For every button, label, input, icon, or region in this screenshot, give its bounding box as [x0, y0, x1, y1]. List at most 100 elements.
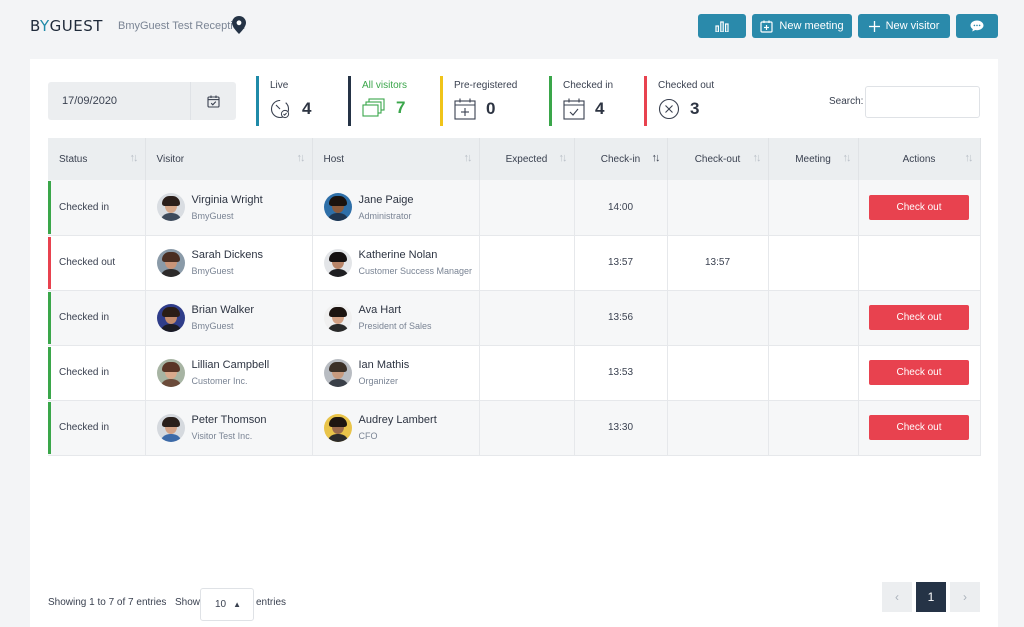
host-name: Audrey Lambert [358, 414, 437, 426]
status-indicator [48, 401, 51, 454]
date-picker[interactable]: 17/09/2020 [48, 82, 236, 120]
new-meeting-label: New meeting [779, 20, 844, 32]
page-button-current[interactable]: 1 [916, 582, 946, 612]
sort-icon: ↑↓ [463, 152, 473, 164]
expected-cell [479, 400, 575, 456]
date-value: 17/09/2020 [62, 95, 118, 107]
check-in-cell: 13:53 [574, 345, 668, 401]
table-row[interactable]: Checked in Brian Walker BmyGuest Ava Hart… [48, 290, 981, 346]
chat-bubble-icon [970, 20, 984, 32]
visitor-name: Lillian Campbell [191, 359, 270, 371]
meeting-cell [768, 290, 859, 346]
sort-desc-icon: ↑↓ [651, 152, 661, 164]
visitors-panel: 17/09/2020 Live 4 All visitors 7 Pre-reg… [30, 59, 998, 627]
column-header-check-out[interactable]: Check-out ↑↓ [667, 138, 769, 180]
host-cell: Ava Hart President of Sales [312, 290, 480, 346]
logo[interactable]: BYGUEST [30, 17, 103, 35]
stat-checked-in-bar [549, 76, 552, 126]
check-out-cell [667, 345, 769, 401]
visitor-name: Virginia Wright [191, 193, 263, 206]
stat-live-value: 4 [302, 99, 312, 118]
column-header-visitor[interactable]: Visitor ↑↓ [145, 138, 313, 180]
stat-live-bar [256, 76, 259, 126]
calendar-button[interactable] [190, 82, 236, 120]
sort-icon: ↑↓ [558, 152, 568, 164]
host-role: Organizer [358, 376, 399, 386]
meeting-cell [768, 180, 859, 236]
visitor-cell: Peter Thomson Visitor Test Inc. [145, 400, 313, 456]
host-avatar [323, 413, 352, 442]
host-avatar [323, 248, 352, 277]
status-indicator [48, 181, 51, 234]
stats-button[interactable] [698, 14, 746, 38]
table-row[interactable]: Checked out Sarah Dickens BmyGuest Kather… [48, 235, 981, 291]
stat-all-visitors[interactable]: All visitors 7 [348, 76, 407, 126]
stat-pre-registered-value: 0 [486, 99, 496, 118]
visitor-avatar [156, 193, 185, 222]
map-pin-icon[interactable] [232, 16, 246, 34]
stat-all-visitors-bar [348, 76, 351, 126]
meeting-cell [768, 235, 859, 291]
visitor-cell: Brian Walker BmyGuest [145, 290, 313, 346]
stat-checked-in-value: 4 [595, 99, 605, 118]
check-out-button[interactable]: Check out [869, 194, 969, 220]
calendar-check-icon [563, 98, 585, 120]
sort-icon: ↑↓ [296, 152, 306, 164]
actions-cell: Check out [858, 400, 981, 456]
sort-icon: ↑↓ [964, 152, 974, 164]
host-cell: Jane Paige Administrator [312, 180, 480, 236]
page-size-select[interactable]: 10 ▲▼ [200, 588, 254, 621]
check-in-cell: 14:00 [574, 180, 668, 236]
stat-live[interactable]: Live 4 [256, 76, 311, 126]
visitor-avatar [156, 358, 185, 387]
calendar-plus-icon [760, 20, 773, 33]
stat-checked-in[interactable]: Checked in 4 [549, 76, 613, 126]
check-out-button[interactable]: Check out [869, 360, 969, 385]
chevron-left-icon: ‹ [895, 590, 899, 604]
bar-chart-icon [715, 21, 729, 32]
next-page-button[interactable]: › [950, 582, 980, 612]
table-header-row: Status ↑↓ Visitor ↑↓ Host ↑↓ Expected ↑↓ Che… [48, 138, 981, 180]
new-meeting-button[interactable]: New meeting [752, 14, 852, 38]
visitor-company: BmyGuest [191, 266, 234, 276]
stat-pre-registered-bar [440, 76, 443, 126]
status-cell: Checked in [48, 290, 146, 346]
stat-pre-registered[interactable]: Pre-registered 0 [440, 76, 517, 126]
table-row[interactable]: Checked in Virginia Wright BmyGuest Jane … [48, 180, 981, 236]
visitors-table: Status ↑↓ Visitor ↑↓ Host ↑↓ Expected ↑↓ Che… [48, 138, 981, 456]
stat-checked-out[interactable]: Checked out 3 [644, 76, 714, 126]
chat-button[interactable] [956, 14, 998, 38]
table-row[interactable]: Checked in Lillian Campbell Customer Inc.… [48, 345, 981, 401]
check-out-button[interactable]: Check out [869, 305, 969, 330]
meeting-cell [768, 345, 859, 401]
host-name: Ian Mathis [358, 359, 410, 371]
host-name: Jane Paige [358, 193, 414, 206]
new-visitor-label: New visitor [885, 20, 940, 32]
column-header-host[interactable]: Host ↑↓ [312, 138, 480, 180]
column-header-meeting[interactable]: Meeting ↑↓ [768, 138, 859, 180]
chevron-right-icon: › [963, 590, 967, 604]
stat-checked-in-label: Checked in [563, 80, 614, 91]
check-out-button[interactable]: Check out [869, 415, 969, 440]
host-role: CFO [358, 431, 378, 441]
visitor-company: Visitor Test Inc. [191, 431, 253, 441]
host-cell: Katherine Nolan Customer Success Manager [312, 235, 480, 291]
column-header-check-in[interactable]: Check-in ↑↓ [574, 138, 668, 180]
prev-page-button[interactable]: ‹ [882, 582, 912, 612]
sort-icon: ↑↓ [129, 152, 139, 164]
stat-checked-out-label: Checked out [658, 80, 715, 91]
new-visitor-button[interactable]: New visitor [858, 14, 950, 38]
page-size-value: 10 [215, 599, 227, 610]
column-header-actions[interactable]: Actions ↑↓ [858, 138, 981, 180]
column-header-expected[interactable]: Expected ↑↓ [479, 138, 575, 180]
search-label: Search: [829, 96, 864, 107]
status-cell: Checked in [48, 345, 146, 401]
column-header-status[interactable]: Status ↑↓ [48, 138, 146, 180]
search-input[interactable] [865, 86, 980, 118]
stat-pre-registered-label: Pre-registered [454, 80, 518, 91]
host-role: Customer Success Manager [358, 266, 473, 276]
top-bar: BYGUEST BmyGuest Test Reception New meet… [0, 0, 1024, 52]
table-row[interactable]: Checked in Peter Thomson Visitor Test Inc… [48, 400, 981, 456]
actions-cell [858, 235, 981, 291]
visitor-name: Brian Walker [191, 304, 255, 316]
